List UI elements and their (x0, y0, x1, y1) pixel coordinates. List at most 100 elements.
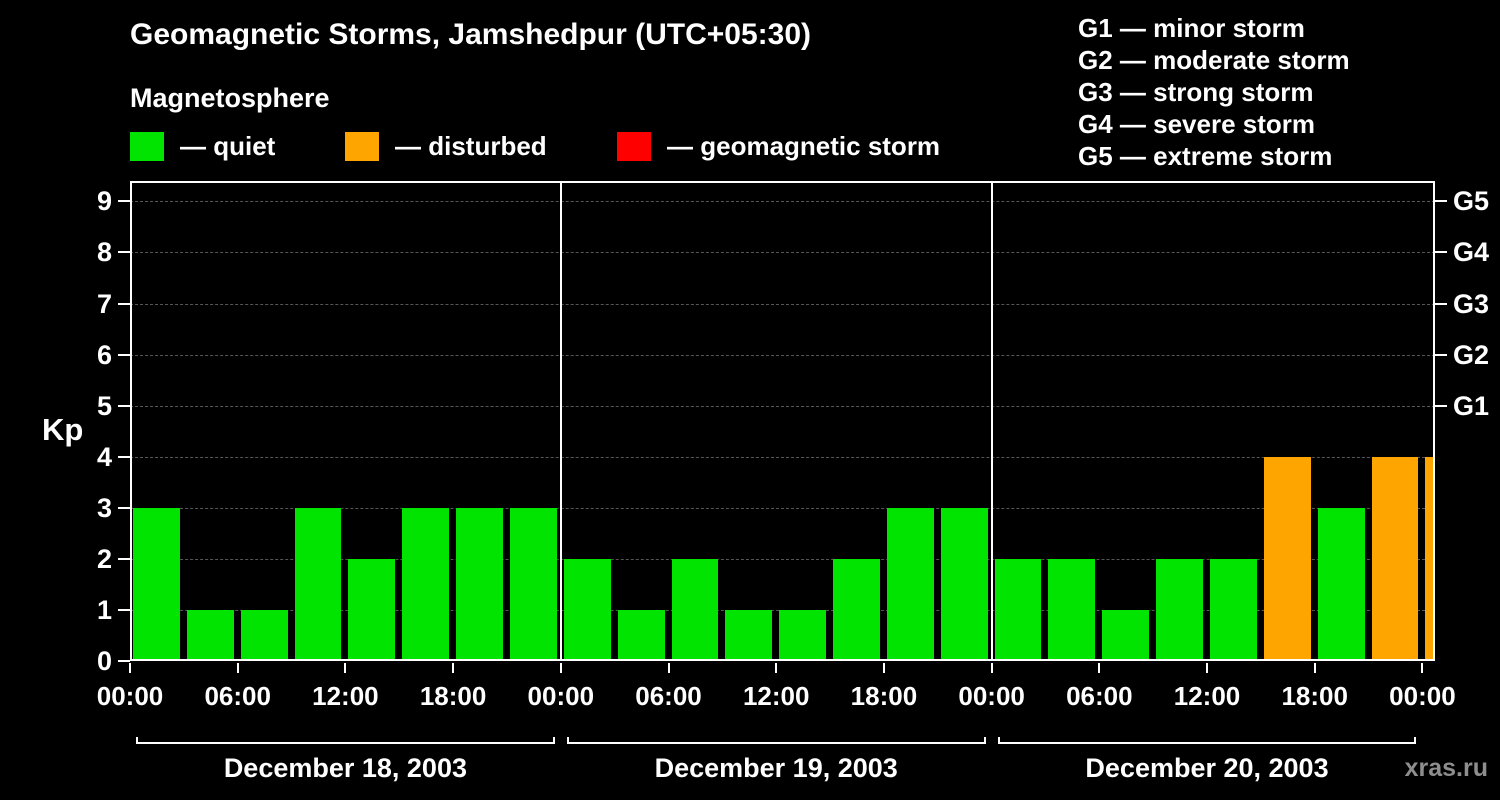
g-axis-tick (1435, 353, 1447, 356)
x-tick-label: 06:00 (1066, 681, 1133, 711)
y-axis-tick (118, 200, 130, 203)
y-tick-label: 4 (96, 441, 112, 472)
legend-item-quiet: — quiet (130, 131, 275, 162)
x-axis-tick (452, 663, 455, 673)
kp-bar (1102, 609, 1150, 661)
y-tick-label: 7 (96, 288, 112, 319)
x-tick-label: 12:00 (742, 681, 810, 711)
kp-bar (1371, 456, 1419, 661)
x-tick-label: 12:00 (312, 681, 379, 711)
y-axis-label: Kp (42, 412, 84, 447)
x-tick-label: 18:00 (850, 681, 918, 711)
y-tick-label: 5 (96, 390, 112, 421)
day-separator (990, 181, 993, 661)
g-scale-item-g4: G4 — severe storm (1078, 109, 1316, 139)
kp-bar (133, 507, 180, 661)
chart-subtitle: Magnetosphere (130, 83, 330, 113)
date-bracket (136, 737, 555, 744)
kp-bar (563, 558, 611, 661)
y-axis-tick (118, 506, 130, 509)
kp-bar (240, 609, 288, 661)
x-axis-tick (1313, 663, 1316, 673)
kp-bar (725, 609, 773, 661)
date-bracket (997, 737, 1417, 744)
x-tick-label: 00:00 (527, 681, 595, 711)
y-axis-tick (118, 455, 130, 458)
y-tick-label: 6 (96, 339, 112, 370)
y-axis-tick (118, 353, 130, 356)
x-axis-tick (1421, 663, 1424, 673)
g-scale-item-g3: G3 — strong storm (1078, 77, 1314, 107)
g-scale-legend: G1 — minor storm G2 — moderate storm G3 … (1078, 12, 1350, 172)
y-axis-tick (118, 302, 130, 305)
gridline-kp-6 (130, 354, 1435, 356)
legend-label-quiet: — quiet (180, 131, 276, 161)
y-tick-label: 9 (96, 186, 112, 217)
x-axis-tick (559, 663, 562, 673)
g-tick-label: G1 (1453, 390, 1490, 421)
y-tick-label: 8 (96, 237, 112, 268)
kp-bar (1156, 558, 1204, 661)
x-tick-label: 18:00 (419, 681, 487, 711)
kp-bar (509, 507, 557, 661)
date-label: December 19, 2003 (654, 753, 898, 783)
x-axis-tick (236, 663, 239, 673)
gridline-kp-4 (130, 456, 1435, 458)
x-axis-tick (1206, 663, 1209, 673)
kp-bar (1263, 456, 1311, 661)
g-tick-label: G4 (1453, 237, 1490, 268)
watermark: xras.ru (1404, 754, 1488, 782)
x-tick-label: 12:00 (1173, 681, 1241, 711)
x-tick-label: 06:00 (204, 681, 271, 711)
kp-bar (886, 507, 934, 661)
y-axis-tick (118, 251, 130, 254)
kp-bar (617, 609, 665, 661)
date-label: December 20, 2003 (1085, 753, 1329, 783)
g-scale-item-g5: G5 — extreme storm (1078, 141, 1333, 171)
g-tick-label: G5 (1453, 186, 1490, 217)
gridline-kp-8 (130, 252, 1435, 254)
x-tick-label: 06:00 (635, 681, 702, 711)
kp-bar (1317, 507, 1365, 661)
x-tick-label: 00:00 (96, 681, 164, 711)
x-tick-label: 00:00 (1389, 681, 1456, 711)
x-axis-tick (775, 663, 778, 673)
kp-bar (779, 609, 827, 661)
y-tick-label: 0 (96, 646, 112, 676)
x-axis-tick (882, 663, 885, 673)
x-axis-tick (667, 663, 670, 673)
quiet-color-swatch (130, 132, 164, 161)
y-axis-tick (118, 404, 130, 407)
y-tick-label: 3 (96, 492, 112, 523)
date-label: December 18, 2003 (223, 753, 467, 783)
y-axis-tick (118, 608, 130, 611)
kp-bar (994, 558, 1042, 661)
gridline-kp-7 (130, 303, 1435, 305)
kp-bar (1048, 558, 1096, 661)
gridline-kp-9 (130, 201, 1435, 203)
x-axis-tick (1098, 663, 1101, 673)
gridline-kp-2 (130, 558, 1435, 560)
x-tick-label: 18:00 (1281, 681, 1348, 711)
g-scale-item-g1: G1 — minor storm (1078, 13, 1305, 43)
x-axis-tick (344, 663, 347, 673)
y-axis-tick (118, 557, 130, 560)
kp-bar (456, 507, 503, 661)
kp-bar (402, 507, 450, 661)
date-bracket (566, 737, 986, 744)
x-axis-tick (129, 663, 131, 673)
g-axis-tick (1435, 404, 1447, 407)
kp-bar (186, 609, 234, 661)
g-scale-item-g2: G2 — moderate storm (1078, 45, 1350, 75)
x-axis-tick (990, 663, 993, 673)
kp-bar (294, 507, 342, 661)
disturbed-color-swatch (345, 132, 379, 161)
gridline-kp-5 (130, 405, 1435, 407)
kp-bar (1210, 558, 1257, 661)
kp-bar (671, 558, 719, 661)
legend-label-storm: — geomagnetic storm (667, 131, 941, 161)
y-tick-label: 1 (96, 594, 112, 625)
g-tick-label: G2 (1453, 339, 1490, 370)
g-axis-tick (1435, 302, 1447, 305)
